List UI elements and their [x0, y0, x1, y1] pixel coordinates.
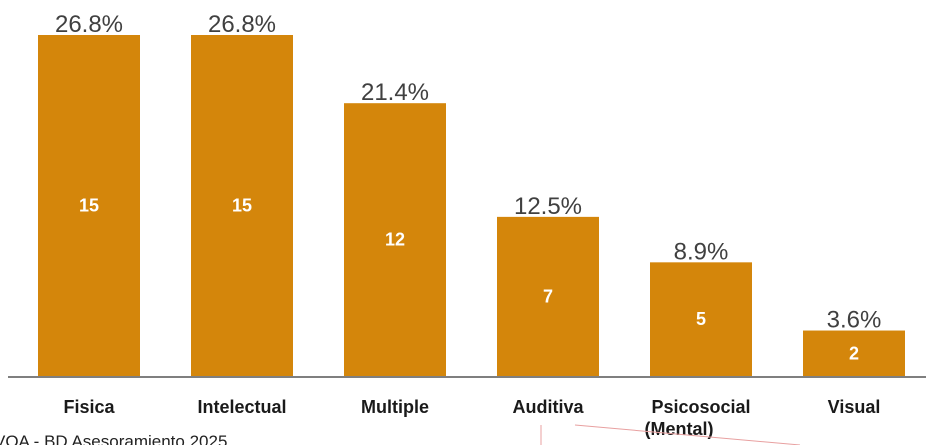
bar-value-label: 2	[849, 343, 859, 363]
category-label: Auditiva	[512, 397, 584, 417]
bar	[344, 103, 446, 376]
source-note: VOA - BD Asesoramiento 2025	[0, 432, 227, 445]
category-label: Fisica	[63, 397, 115, 417]
decorative-line	[574, 424, 801, 445]
bar-percent-label: 26.8%	[55, 11, 123, 38]
category-label: Multiple	[361, 397, 429, 417]
bar-percent-label: 3.6%	[827, 307, 882, 334]
bar	[191, 35, 293, 376]
bar-value-label: 15	[232, 196, 252, 216]
category-label: Psicosocial (Mental)	[645, 397, 751, 439]
bar-percent-label: 12.5%	[514, 193, 582, 220]
category-label: Visual	[828, 397, 881, 417]
bar-percent-label: 8.9%	[674, 238, 729, 265]
bar	[497, 216, 599, 376]
category-labels-group: Fisica Intelectual Multiple Auditiva Psicoso…	[63, 397, 880, 439]
bars-group	[38, 35, 905, 376]
category-label: Intelectual	[197, 397, 286, 417]
bar-percent-label: 21.4%	[361, 79, 429, 106]
bar	[803, 330, 905, 376]
bar-value-label: 15	[79, 196, 99, 216]
bar	[650, 262, 752, 376]
bar	[38, 35, 140, 376]
value-labels-group: 15 15 12 7 5 2	[79, 196, 859, 364]
bar-percent-label: 26.8%	[208, 11, 276, 38]
bar-value-label: 12	[385, 230, 405, 250]
bar-value-label: 5	[696, 309, 706, 329]
percent-labels-group: 26.8% 26.8% 21.4% 12.5% 8.9% 3.6%	[55, 11, 881, 334]
bar-value-label: 7	[543, 286, 553, 306]
